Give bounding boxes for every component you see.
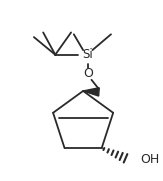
Text: Si: Si <box>82 48 93 61</box>
Polygon shape <box>83 88 99 96</box>
Text: OH: OH <box>141 153 160 166</box>
Text: O: O <box>83 67 93 80</box>
